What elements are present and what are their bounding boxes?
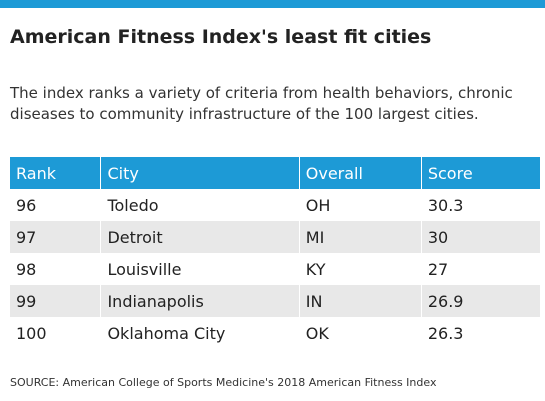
cell-rank: 96 xyxy=(10,189,102,221)
cell-overall: OH xyxy=(299,189,422,221)
page-subtitle: The index ranks a variety of criteria fr… xyxy=(10,84,513,123)
header-rank: Rank xyxy=(10,157,102,189)
page-title: American Fitness Index's least fit citie… xyxy=(10,26,432,48)
cell-overall: KY xyxy=(299,253,422,285)
cell-city: Louisville xyxy=(100,253,300,285)
table-header-row: Rank City Overall Score xyxy=(10,157,540,189)
header-overall: Overall xyxy=(299,157,422,189)
table-row: 100 Oklahoma City OK 26.3 xyxy=(10,317,540,349)
cell-overall: OK xyxy=(299,317,422,349)
cell-overall: IN xyxy=(299,285,422,317)
cell-score: 30 xyxy=(421,221,540,253)
cell-city: Detroit xyxy=(100,221,300,253)
cell-city: Indianapolis xyxy=(100,285,300,317)
cell-rank: 99 xyxy=(10,285,102,317)
cell-score: 27 xyxy=(421,253,540,285)
table-row: 98 Louisville KY 27 xyxy=(10,253,540,285)
cell-score: 26.3 xyxy=(421,317,540,349)
cell-city: Toledo xyxy=(100,189,300,221)
cell-rank: 98 xyxy=(10,253,102,285)
table-row: 97 Detroit MI 30 xyxy=(10,221,540,253)
cell-rank: 100 xyxy=(10,317,102,349)
fitness-table: Rank City Overall Score 96 Toledo OH 30.… xyxy=(10,157,540,349)
header-city: City xyxy=(100,157,300,189)
top-accent-bar xyxy=(0,0,545,8)
cell-city: Oklahoma City xyxy=(100,317,300,349)
table-row: 96 Toledo OH 30.3 xyxy=(10,189,540,221)
cell-rank: 97 xyxy=(10,221,102,253)
header-score: Score xyxy=(421,157,540,189)
table-row: 99 Indianapolis IN 26.9 xyxy=(10,285,540,317)
cell-score: 30.3 xyxy=(421,189,540,221)
cell-overall: MI xyxy=(299,221,422,253)
cell-score: 26.9 xyxy=(421,285,540,317)
source-note: SOURCE: American College of Sports Medic… xyxy=(10,376,437,389)
